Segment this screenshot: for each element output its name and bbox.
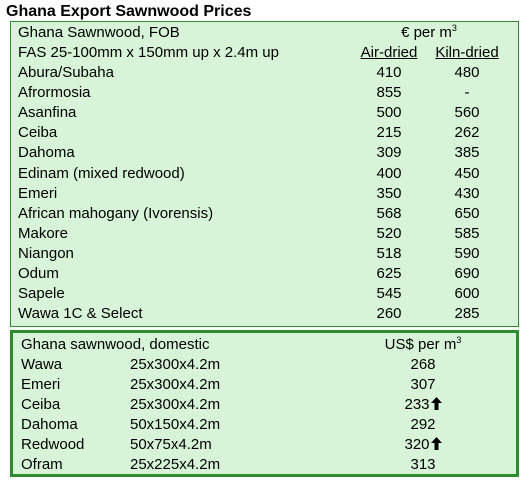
- air-dried-price: 545: [376, 285, 402, 303]
- species-name: Ceiba: [18, 124, 58, 142]
- board-size: 50x150x4.2m: [130, 416, 221, 433]
- species-name: African mahogany (Ivorensis): [18, 204, 214, 222]
- air-dried-price: 400: [376, 164, 402, 182]
- kiln-dried-price: 480: [454, 64, 480, 81]
- domestic-heading: Ghana sawnwood, domestic: [21, 336, 210, 353]
- table-row: African mahogany (Ivorensis) 568 650: [11, 204, 518, 224]
- table-row: Redwood 50x75x4.2m 320: [13, 435, 516, 455]
- table-row: Edinam (mixed redwood) 400 450: [11, 164, 518, 184]
- air-dried-price: 855: [376, 84, 402, 102]
- species-name: Edinam (mixed redwood): [18, 164, 185, 182]
- up-arrow-icon: [430, 437, 442, 450]
- species-name: Redwood: [21, 436, 85, 453]
- up-arrow-icon: [430, 397, 442, 410]
- species-name: Makore: [18, 224, 69, 242]
- kiln-dried-price: 650: [454, 204, 480, 222]
- species-name: Afrormosia: [18, 84, 91, 102]
- species-name: Wawa: [21, 356, 63, 373]
- domestic-price: 292: [373, 415, 473, 435]
- table-row: Odum 625 690: [11, 264, 518, 284]
- table-row: Niangon 518 590: [11, 244, 518, 264]
- domestic-price-panel: Ghana sawnwood, domestic US$ per m3 Wawa…: [10, 330, 519, 477]
- domestic-price: 268: [373, 355, 473, 375]
- table-row: Ceiba 25x300x4.2m 233: [13, 395, 516, 415]
- species-name: Emeri: [18, 184, 58, 202]
- air-dried-price: 500: [376, 104, 402, 122]
- domestic-price: 320: [373, 435, 473, 455]
- air-dried-price: 518: [376, 244, 402, 262]
- price-value: 292: [410, 416, 436, 433]
- species-name: Dahoma: [21, 416, 78, 433]
- price-value: 268: [410, 356, 436, 373]
- table-row: Dahoma 309 385: [11, 143, 518, 163]
- kiln-dried-price: 430: [454, 184, 480, 202]
- table-row: Ceiba 215 262: [11, 123, 518, 143]
- kiln-dried-price: 560: [454, 104, 480, 122]
- species-name: Abura/Subaha: [18, 64, 114, 81]
- kiln-dried-price: 262: [454, 124, 480, 142]
- fob-heading: Ghana Sawnwood, FOB: [18, 24, 180, 41]
- board-size: 50x75x4.2m: [130, 436, 212, 453]
- domestic-price: 313: [373, 455, 473, 475]
- species-name: Dahoma: [18, 144, 75, 162]
- species-name: Ofram: [21, 456, 63, 473]
- board-size: 25x300x4.2m: [130, 376, 221, 393]
- air-dried-price: 260: [376, 305, 402, 323]
- domestic-price: 307: [373, 375, 473, 395]
- fob-unit: € per m3: [401, 23, 457, 42]
- board-size: 25x225x4.2m: [130, 456, 221, 473]
- table-row: Afrormosia 855 -: [11, 83, 518, 103]
- table-row: Asanfina 500 560: [11, 103, 518, 123]
- table-row: Emeri 25x300x4.2m 307: [13, 375, 516, 395]
- species-name: Odum: [18, 265, 59, 282]
- species-name: Sapele: [18, 285, 65, 303]
- table-row: Emeri 350 430: [11, 184, 518, 204]
- kiln-dried-price: 690: [454, 265, 480, 282]
- air-dried-price: 215: [376, 124, 402, 142]
- species-name: Ceiba: [21, 396, 61, 413]
- board-size: 25x300x4.2m: [130, 356, 221, 373]
- air-dried-price: 568: [376, 204, 402, 222]
- species-name: Emeri: [21, 376, 61, 393]
- table-row: Ofram 25x225x4.2m 313: [13, 455, 516, 475]
- domestic-price: 233: [373, 395, 473, 415]
- species-name: Wawa 1C & Select: [18, 305, 143, 323]
- kiln-dried-price: -: [464, 84, 470, 102]
- kiln-dried-price: 600: [454, 285, 480, 303]
- domestic-header-row: Ghana sawnwood, domestic US$ per m3: [13, 335, 516, 355]
- air-dried-price: 520: [376, 224, 402, 242]
- fob-spec-row: FAS 25-100mm x 150mm up x 2.4m up Air-dr…: [11, 43, 518, 63]
- kiln-dried-price: 385: [454, 144, 480, 162]
- air-dried-price: 350: [376, 184, 402, 202]
- domestic-unit: US$ per m3: [384, 335, 462, 354]
- species-name: Asanfina: [18, 104, 77, 122]
- air-dried-price: 410: [376, 64, 402, 81]
- fob-spec: FAS 25-100mm x 150mm up x 2.4m up: [18, 44, 279, 61]
- table-row: Makore 520 585: [11, 224, 518, 244]
- price-value: 307: [410, 376, 436, 393]
- price-value: 313: [410, 456, 436, 473]
- kiln-dried-price: 585: [454, 224, 480, 242]
- col-header-kiln-dried: Kiln-dried: [435, 44, 499, 61]
- table-row: Sapele 545 600: [11, 284, 518, 304]
- price-value: 320: [404, 436, 430, 453]
- air-dried-price: 309: [376, 144, 402, 162]
- board-size: 25x300x4.2m: [130, 396, 221, 413]
- page-title: Ghana Export Sawnwood Prices: [6, 3, 252, 20]
- kiln-dried-price: 590: [454, 244, 480, 262]
- table-row: Dahoma 50x150x4.2m 292: [13, 415, 516, 435]
- fob-price-panel: Ghana Sawnwood, FOB € per m3 FAS 25-100m…: [10, 21, 519, 327]
- species-name: Niangon: [18, 244, 74, 262]
- table-row: Abura/Subaha 410 480: [11, 63, 518, 83]
- kiln-dried-price: 450: [454, 164, 480, 182]
- table-row: Wawa 1C & Select 260 285: [11, 304, 518, 324]
- table-row: Wawa 25x300x4.2m 268: [13, 355, 516, 375]
- kiln-dried-price: 285: [454, 305, 480, 323]
- fob-header-row: Ghana Sawnwood, FOB € per m3: [11, 23, 518, 43]
- price-value: 233: [404, 396, 430, 413]
- col-header-air-dried: Air-dried: [360, 44, 418, 61]
- air-dried-price: 625: [376, 265, 402, 282]
